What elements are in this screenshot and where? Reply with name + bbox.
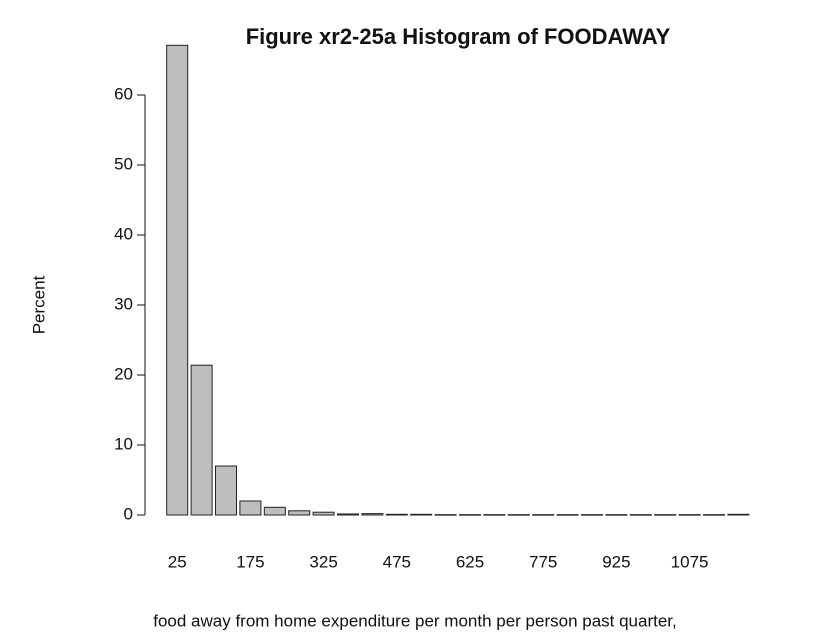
bar — [727, 513, 750, 516]
bar — [361, 513, 384, 516]
bar — [190, 364, 213, 516]
y-tick-label: 20 — [114, 364, 133, 383]
x-axis-label: food away from home expenditure per mont… — [153, 611, 677, 630]
bar — [385, 513, 408, 516]
x-tick-label: 475 — [383, 552, 411, 571]
x-tick-label: 925 — [602, 552, 630, 571]
y-tick-label: 40 — [114, 224, 133, 243]
bar — [581, 514, 603, 516]
bar — [507, 514, 530, 516]
bar — [263, 506, 286, 516]
bar — [605, 514, 628, 516]
bar — [434, 514, 457, 516]
bar — [312, 511, 335, 516]
bar — [459, 514, 481, 516]
bar — [337, 513, 359, 516]
bar — [166, 44, 189, 516]
x-tick-label: 25 — [168, 552, 187, 571]
bar — [483, 514, 506, 516]
bar — [556, 514, 579, 516]
bar — [215, 465, 237, 516]
bar — [239, 500, 262, 516]
y-tick-label: 10 — [114, 434, 133, 453]
y-tick-label: 30 — [114, 294, 133, 313]
chart-title: Figure xr2-25a Histogram of FOODAWAY — [246, 24, 671, 49]
x-tick-label: 775 — [529, 552, 557, 571]
bar — [703, 514, 725, 516]
x-tick-label: 1075 — [671, 552, 709, 571]
bar — [410, 513, 433, 516]
y-tick-label: 60 — [114, 84, 133, 103]
bar — [288, 510, 311, 516]
x-tick-label: 325 — [309, 552, 337, 571]
bar — [654, 514, 677, 516]
bar — [678, 514, 701, 516]
y-tick-label: 50 — [114, 154, 133, 173]
y-tick-label: 0 — [124, 504, 133, 523]
bar — [629, 514, 652, 516]
x-tick-label: 625 — [456, 552, 484, 571]
bar — [532, 514, 555, 516]
x-tick-label: 175 — [236, 552, 264, 571]
y-axis-label: Percent — [29, 275, 48, 334]
